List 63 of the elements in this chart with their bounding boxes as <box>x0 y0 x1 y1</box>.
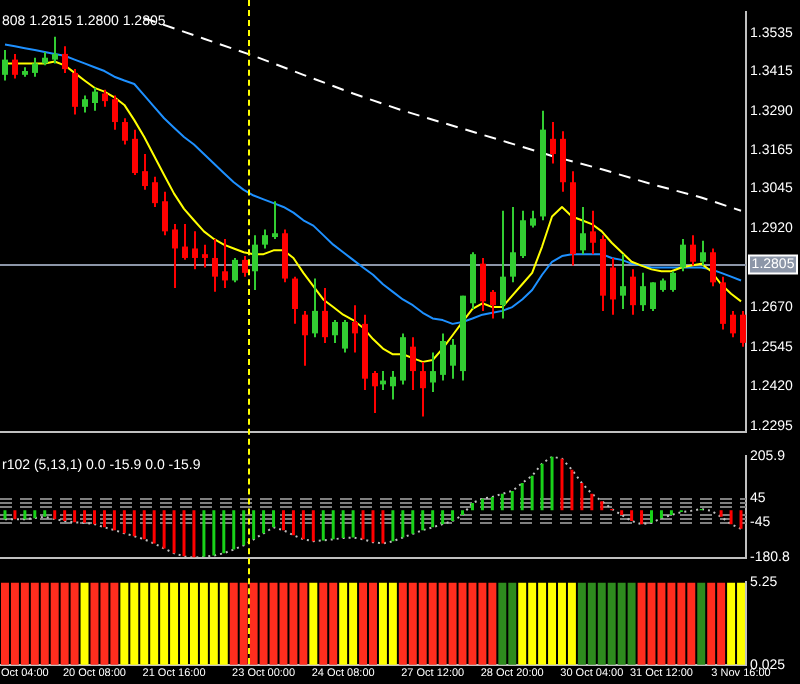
candlestick <box>520 209 526 259</box>
candlestick <box>112 94 118 131</box>
candlestick <box>580 205 586 256</box>
candlestick <box>142 153 148 191</box>
candlestick <box>400 332 406 386</box>
candlestick <box>262 228 268 250</box>
candlestick <box>2 49 8 82</box>
candlestick <box>420 360 426 418</box>
candlestick <box>590 209 596 256</box>
candlestick <box>510 205 516 284</box>
candlestick <box>152 175 158 208</box>
candlestick <box>730 309 736 339</box>
candlestick <box>232 256 238 284</box>
candlestick <box>132 128 138 176</box>
candlestick <box>670 270 676 293</box>
candlestick <box>480 256 486 312</box>
candlestick <box>352 304 358 354</box>
candlestick <box>680 237 686 273</box>
candlestick <box>342 319 348 354</box>
candlestick <box>740 309 746 348</box>
candlestick <box>92 86 98 112</box>
candlestick <box>390 370 396 401</box>
candlestick <box>272 200 278 240</box>
candlestick <box>52 35 58 65</box>
candlestick <box>122 117 128 146</box>
candlestick <box>282 228 288 284</box>
candlestick <box>650 281 656 312</box>
candlestick <box>372 370 378 414</box>
candlestick <box>322 287 328 344</box>
candlestick <box>222 237 228 290</box>
candlestick <box>182 223 188 261</box>
candlestick <box>620 253 626 310</box>
candlestick <box>202 243 208 269</box>
candlestick <box>500 209 506 320</box>
candlestick <box>32 56 38 78</box>
candlestick <box>630 268 636 316</box>
candlestick <box>550 121 556 165</box>
candlestick <box>292 275 298 325</box>
candlestick <box>252 234 258 291</box>
candlestick <box>242 255 248 278</box>
candlestick <box>720 275 726 331</box>
candlestick <box>172 223 178 290</box>
candlestick <box>490 288 496 320</box>
candlestick <box>610 256 616 316</box>
candlestick <box>440 332 446 382</box>
candlestick <box>332 319 338 344</box>
candlestick <box>700 239 706 267</box>
candlestick <box>560 130 566 193</box>
candlestick <box>410 336 416 392</box>
candlestick <box>430 351 436 393</box>
candlestick <box>12 52 18 80</box>
candlestick <box>640 271 646 312</box>
candlestick <box>212 237 218 293</box>
candlestick <box>302 309 308 367</box>
candlestick <box>312 277 318 339</box>
candlestick <box>62 45 68 74</box>
candlestick <box>710 247 716 288</box>
candlestick <box>450 338 456 380</box>
candlestick <box>162 190 168 237</box>
candlestick <box>192 230 198 271</box>
candlestick <box>72 68 78 116</box>
line-series <box>3 456 743 558</box>
candlestick <box>690 234 696 267</box>
